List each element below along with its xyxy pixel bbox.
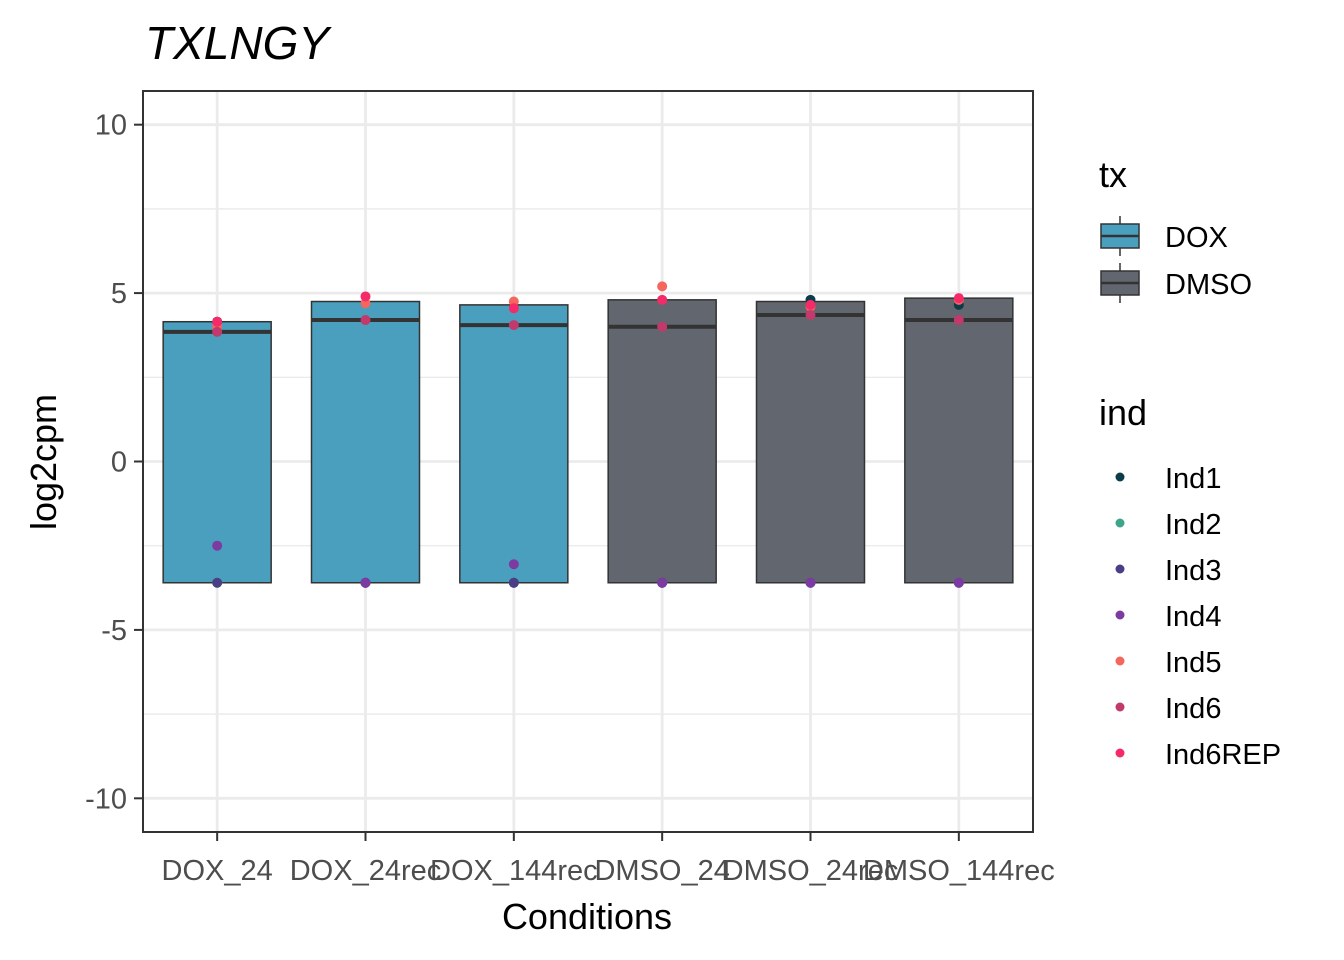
- data-point: [360, 291, 371, 302]
- legend-title-tx: tx: [1099, 154, 1127, 195]
- legend: tx DOX DMSO ind Ind1 Ind2 Ind3 Ind4 Ind5 Ind6 Ind6…: [1099, 154, 1281, 771]
- legend-label-ind: Ind5: [1165, 647, 1221, 679]
- data-point: [212, 326, 223, 337]
- bar: [459, 304, 569, 584]
- data-point: [508, 559, 519, 570]
- x-tick-label: DMSO_24rec: [723, 855, 899, 887]
- legend-key-dot: [1115, 564, 1125, 574]
- legend-key-dot: [1115, 472, 1125, 482]
- legend-label-ind: Ind2: [1165, 509, 1221, 541]
- y-axis-title: log2cpm: [23, 394, 64, 530]
- y-tick-label: -5: [101, 615, 127, 647]
- data-point: [212, 540, 223, 551]
- x-tick-label: DOX_24rec: [290, 855, 442, 887]
- y-tick-label: 10: [95, 110, 127, 142]
- data-point: [508, 577, 519, 588]
- bar: [904, 297, 1014, 584]
- legend-label-ind: Ind4: [1165, 601, 1221, 633]
- data-point: [360, 315, 371, 326]
- x-axis-title: Conditions: [502, 896, 672, 937]
- data-point: [657, 294, 668, 305]
- data-point: [657, 577, 668, 588]
- legend-label-tx: DOX: [1165, 222, 1228, 254]
- legend-label-ind: Ind1: [1165, 463, 1221, 495]
- data-point: [212, 316, 223, 327]
- x-tick-label: DMSO_24: [594, 855, 729, 887]
- data-point: [360, 577, 371, 588]
- legend-key-dot: [1115, 610, 1125, 620]
- data-point: [657, 321, 668, 332]
- data-point: [805, 577, 816, 588]
- legend-label-ind: Ind6REP: [1165, 739, 1281, 771]
- y-tick-label: 0: [111, 447, 127, 479]
- y-tick-label: 5: [111, 278, 127, 310]
- data-point: [508, 303, 519, 314]
- legend-title-ind: ind: [1099, 392, 1147, 433]
- data-point: [953, 293, 964, 304]
- data-point: [805, 309, 816, 320]
- data-point: [657, 281, 668, 292]
- data-point: [953, 577, 964, 588]
- legend-label-tx: DMSO: [1165, 269, 1252, 301]
- bar: [310, 300, 421, 584]
- data-point: [953, 315, 964, 326]
- legend-key-dot: [1115, 518, 1125, 528]
- data-point: [212, 577, 223, 588]
- x-tick-label: DOX_24: [162, 855, 273, 887]
- y-tick-label: -10: [85, 783, 127, 815]
- bar: [607, 299, 717, 584]
- data-point: [805, 299, 816, 310]
- legend-key-dot: [1115, 656, 1125, 666]
- legend-label-ind: Ind3: [1165, 555, 1221, 587]
- legend-key-dot: [1115, 702, 1125, 712]
- legend-key-dot: [1115, 748, 1125, 758]
- bar: [755, 300, 866, 584]
- legend-label-ind: Ind6: [1165, 693, 1221, 725]
- chart-title: TXLNGY: [145, 17, 332, 69]
- x-tick-label: DMSO_144rec: [863, 855, 1055, 887]
- data-point: [508, 320, 519, 331]
- x-tick-label: DOX_144rec: [430, 855, 598, 887]
